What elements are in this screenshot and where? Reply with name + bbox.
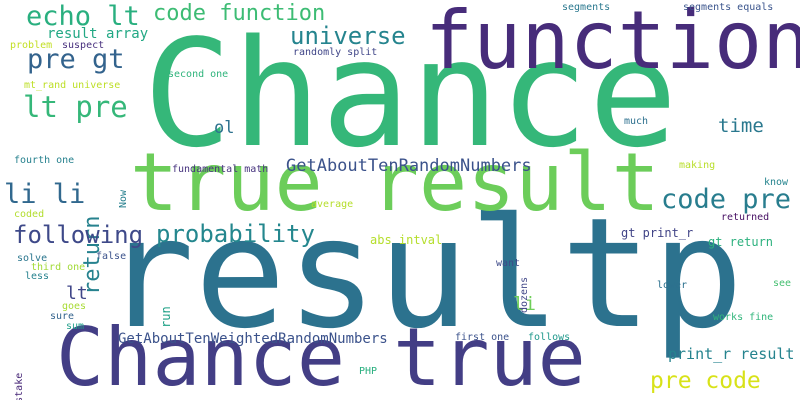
word-li-li: li li bbox=[4, 181, 85, 208]
word-universe: universe bbox=[290, 24, 406, 48]
word-sum: sum bbox=[66, 322, 84, 332]
word-math-mistake: math mistake bbox=[15, 373, 25, 400]
word-getabouttenrandomnumbers: GetAboutTenRandomNumbers bbox=[286, 158, 532, 175]
word-dozens: dozens bbox=[520, 277, 530, 313]
word-returned: returned bbox=[721, 213, 769, 223]
word-know: know bbox=[764, 178, 788, 188]
word-suspect: suspect bbox=[62, 41, 104, 51]
word-lt-pre: lt pre bbox=[23, 93, 128, 122]
word-pre-code: pre code bbox=[650, 370, 761, 393]
word-mt-rand-universe: mt_rand universe bbox=[24, 81, 120, 91]
word-function: function bbox=[425, 1, 800, 81]
word-code-pre: code pre bbox=[661, 186, 791, 213]
word-run: run bbox=[160, 306, 172, 328]
word-randomly-split: randomly split bbox=[293, 48, 377, 58]
word-print-r-result: print_r result bbox=[668, 347, 794, 362]
word-probability: probability bbox=[156, 222, 315, 246]
word-false: false bbox=[96, 252, 126, 262]
word-making: making bbox=[679, 161, 715, 171]
word-ol: ol bbox=[214, 120, 234, 137]
word-coded: coded bbox=[14, 210, 44, 220]
word-true-result: true result bbox=[130, 143, 660, 223]
word-follows: follows bbox=[528, 333, 570, 343]
word-following: following bbox=[13, 223, 143, 247]
word-now: Now bbox=[119, 190, 129, 208]
word-lower: lower bbox=[657, 281, 687, 291]
word-fourth-one: fourth one bbox=[14, 156, 74, 166]
word-fundamental-math: fundamental math bbox=[172, 165, 268, 175]
word-second-one: second one bbox=[168, 70, 228, 80]
word-chance-true: Chance true bbox=[56, 318, 586, 398]
word-gt-print-r: gt print_r bbox=[621, 227, 693, 239]
word-see: see bbox=[773, 279, 791, 289]
word-getabouttenweightedrandomnumbers: GetAboutTenWeightedRandomNumbers bbox=[118, 332, 388, 346]
word-much: much bbox=[624, 117, 648, 127]
word-php: PHP bbox=[359, 367, 377, 377]
word-average: average bbox=[311, 200, 353, 210]
word-segments: segments bbox=[562, 3, 610, 13]
word-segments-equals: segments equals bbox=[683, 3, 773, 13]
word-problem: problem bbox=[10, 41, 52, 51]
word-want: want bbox=[496, 259, 520, 269]
word-first-one: first one bbox=[455, 333, 509, 343]
word-abs-intval: abs intval bbox=[370, 234, 442, 246]
word-gt-return: gt return bbox=[708, 236, 773, 248]
word-time: time bbox=[718, 117, 764, 136]
word-less: less bbox=[25, 272, 49, 282]
word-result-array: result array bbox=[47, 27, 148, 41]
word-works-fine: works fine bbox=[713, 313, 773, 323]
